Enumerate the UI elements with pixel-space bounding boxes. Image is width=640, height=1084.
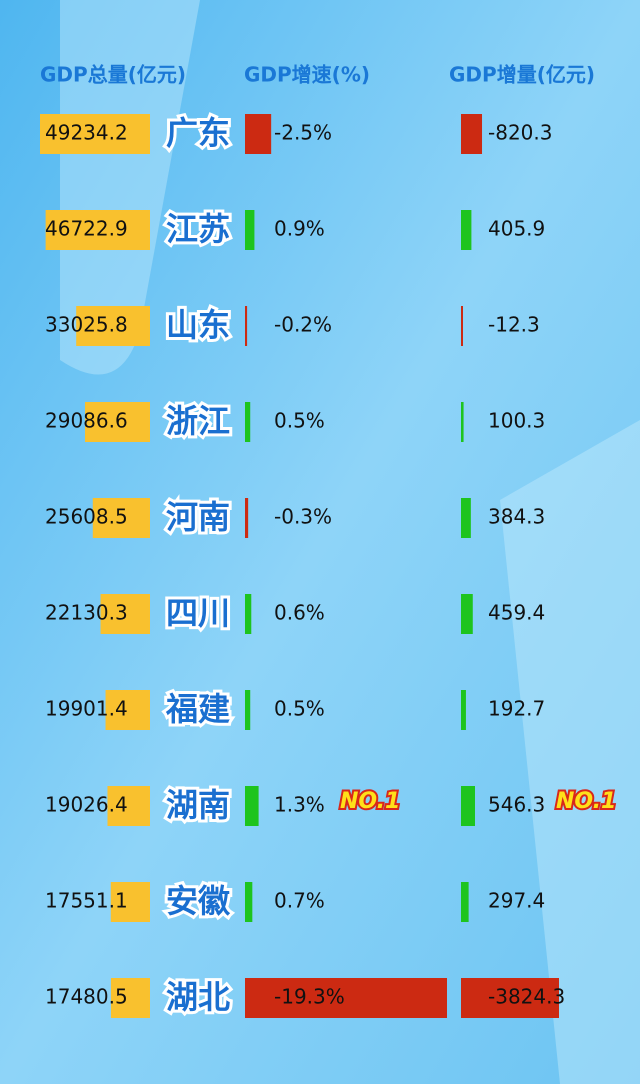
change-value: -2.5% bbox=[274, 121, 332, 145]
gdp-value: 49234.2 bbox=[45, 121, 128, 145]
change-value: 297.4 bbox=[488, 889, 545, 913]
gdp-value: 46722.9 bbox=[45, 217, 128, 241]
change-bar bbox=[245, 978, 447, 1018]
gdp-value: 33025.8 bbox=[45, 313, 128, 337]
gdp-value: 17480.5 bbox=[45, 985, 128, 1009]
change-bar bbox=[461, 402, 464, 442]
change-bar bbox=[245, 402, 251, 442]
change-bar bbox=[245, 498, 249, 538]
change-bar bbox=[461, 594, 473, 634]
change-value: 192.7 bbox=[488, 697, 545, 721]
gdp-bar bbox=[110, 978, 150, 1018]
change-value: -12.3 bbox=[488, 313, 540, 337]
column-header: GDP增速(%) bbox=[244, 63, 370, 87]
gdp-bar bbox=[40, 114, 150, 154]
column-header: GDP增量(亿元) bbox=[449, 63, 595, 87]
change-value: -0.2% bbox=[274, 313, 332, 337]
change-value: 100.3 bbox=[488, 409, 545, 433]
decor bbox=[500, 420, 640, 1084]
change-bar bbox=[461, 786, 475, 826]
gdp-value: 19901.4 bbox=[45, 697, 128, 721]
change-value: 459.4 bbox=[488, 601, 545, 625]
province: 福建 bbox=[165, 690, 230, 728]
gdp-value: 17551.1 bbox=[45, 889, 128, 913]
gdp-bar bbox=[92, 498, 150, 538]
change-value: 546.3 bbox=[488, 793, 545, 817]
badge: NO.1 bbox=[340, 789, 400, 814]
gdp-bar bbox=[45, 210, 150, 250]
gdp-bar bbox=[85, 402, 150, 442]
change-value: -0.3% bbox=[274, 505, 332, 529]
province: 浙江 bbox=[166, 402, 230, 440]
change-bar bbox=[461, 978, 559, 1018]
province: 江苏 bbox=[166, 210, 230, 248]
province: 河南 bbox=[166, 498, 230, 536]
province: 广东 bbox=[166, 114, 230, 152]
change-value: 0.5% bbox=[274, 409, 325, 433]
decor bbox=[60, 0, 200, 375]
change-bar bbox=[245, 210, 255, 250]
change-bar bbox=[245, 594, 252, 634]
change-bar bbox=[461, 498, 471, 538]
change-bar bbox=[245, 114, 272, 154]
province: 湖南 bbox=[166, 786, 230, 824]
gdp-bar bbox=[110, 882, 150, 922]
change-value: 405.9 bbox=[488, 217, 545, 241]
change-bar bbox=[461, 306, 463, 346]
change-bar bbox=[245, 306, 248, 346]
gdp-value: 19026.4 bbox=[45, 793, 128, 817]
change-bar bbox=[461, 882, 469, 922]
gdp-bar bbox=[100, 594, 150, 634]
change-value: 0.5% bbox=[274, 697, 325, 721]
gdp-value: 29086.6 bbox=[45, 409, 128, 433]
province: 山东 bbox=[166, 306, 230, 344]
column-header: GDP总量(亿元) bbox=[40, 63, 186, 87]
change-value: 0.6% bbox=[274, 601, 325, 625]
change-value: -820.3 bbox=[488, 121, 552, 145]
change-value: 1.3% bbox=[274, 793, 325, 817]
change-bar bbox=[245, 690, 251, 730]
province: 湖北 bbox=[166, 978, 230, 1016]
gdp-value: 25608.5 bbox=[45, 505, 128, 529]
change-value: 0.7% bbox=[274, 889, 325, 913]
province: 安徽 bbox=[166, 882, 231, 920]
change-bar bbox=[461, 690, 466, 730]
province: 四川 bbox=[166, 594, 230, 632]
gdp-value: 22130.3 bbox=[45, 601, 128, 625]
change-bar bbox=[461, 114, 483, 154]
change-value: -19.3% bbox=[274, 985, 345, 1009]
gdp-bar bbox=[105, 690, 150, 730]
change-bar bbox=[245, 786, 259, 826]
change-value: 0.9% bbox=[274, 217, 325, 241]
change-bar bbox=[461, 210, 472, 250]
badge: NO.1 bbox=[556, 789, 616, 814]
change-bar bbox=[245, 882, 253, 922]
gdp-bar bbox=[76, 306, 150, 346]
change-value: -3824.3 bbox=[488, 985, 565, 1009]
gdp-bar bbox=[107, 786, 150, 826]
change-value: 384.3 bbox=[488, 505, 545, 529]
